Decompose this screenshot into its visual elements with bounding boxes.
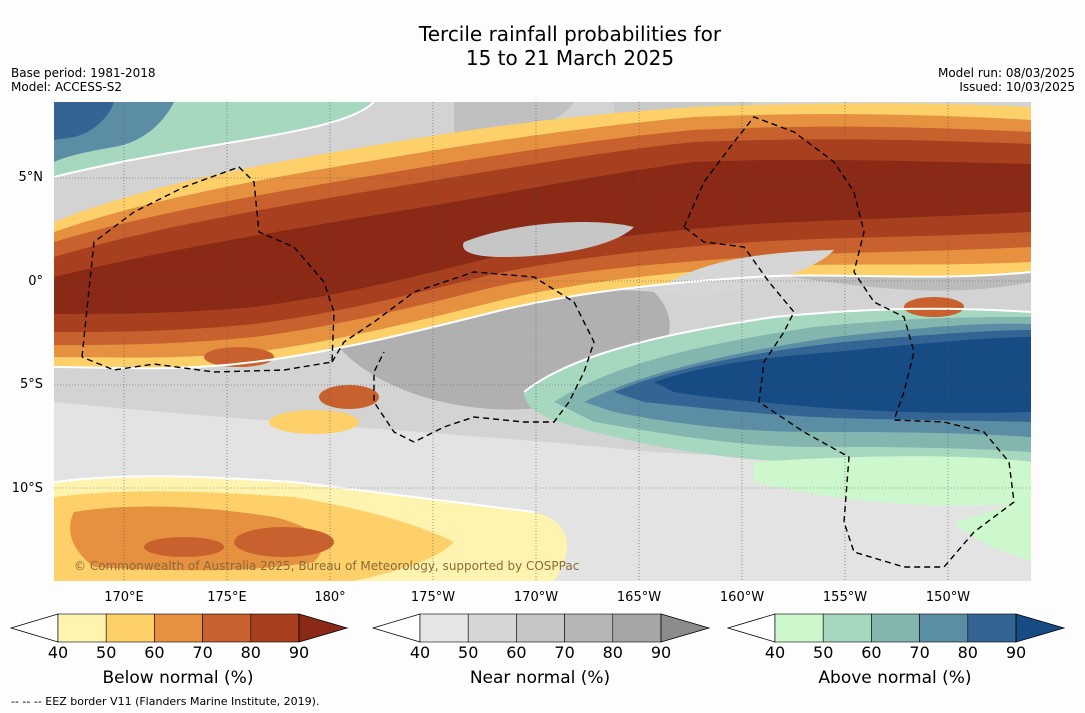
colorbar-tick-label: 70 xyxy=(554,643,575,662)
lat-label-10s: 10°S xyxy=(11,481,43,496)
colorbar-low-extension xyxy=(727,613,776,643)
colorbar-segment xyxy=(154,613,203,643)
map-title: Tercile rainfall probabilities for 15 to… xyxy=(0,22,1085,70)
colorbar-above-normal xyxy=(727,613,1067,643)
colorbar-tick-label: 80 xyxy=(602,643,623,662)
lon-label-155w: 155°W xyxy=(822,590,868,605)
colorbar-low-extension xyxy=(372,613,421,643)
lon-label-150w: 150°W xyxy=(925,590,971,605)
colorbar-segment xyxy=(612,613,662,643)
map-credit: © Commonwealth of Australia 2025, Bureau… xyxy=(74,559,579,573)
colorbar-tick-label: 40 xyxy=(47,643,69,662)
issued-date: Issued: 10/03/2025 xyxy=(959,80,1075,94)
model-name: Model: ACCESS-S2 xyxy=(11,80,123,94)
colorbar-segment xyxy=(202,613,252,643)
title-line-1: Tercile rainfall probabilities for xyxy=(418,22,722,46)
colorbar-tick-label: 90 xyxy=(1005,643,1027,662)
lon-label-170w: 170°W xyxy=(513,590,559,605)
colorbar-below-normal xyxy=(10,613,350,643)
lon-label-165w: 165°W xyxy=(616,590,662,605)
colorbar-tick-label: 60 xyxy=(861,643,882,662)
colorbar-segment xyxy=(774,613,824,643)
lon-label-160w: 160°W xyxy=(719,590,765,605)
colorbar-label-below: Below normal (%) xyxy=(102,668,254,688)
colorbar-segment xyxy=(57,613,107,643)
colorbar-tick-label: 90 xyxy=(288,643,310,662)
colorbar-segment xyxy=(822,613,872,643)
lat-label-5n: 5°N xyxy=(18,170,44,185)
colorbar-tick-label: 40 xyxy=(764,643,786,662)
eez-footnote: -- -- -- EEZ border V11 (Flanders Marine… xyxy=(11,695,320,708)
lon-label-175e: 175°E xyxy=(207,590,247,605)
lon-label-180: 180° xyxy=(314,590,346,605)
colorbar-label-above: Above normal (%) xyxy=(818,668,972,688)
colorbar-tick-label: 70 xyxy=(909,643,930,662)
colorbar-high-extension xyxy=(660,613,711,643)
title-line-2: 15 to 21 March 2025 xyxy=(465,46,675,70)
colorbar-segment xyxy=(919,613,969,643)
colorbar-tick-label: 60 xyxy=(144,643,165,662)
lat-label-5s: 5°S xyxy=(19,377,43,392)
colorbar-segment xyxy=(419,613,469,643)
colorbar-tick-label: 70 xyxy=(192,643,213,662)
colorbar-tick-label: 50 xyxy=(96,643,117,662)
colorbar-tick-label: 60 xyxy=(506,643,527,662)
base-period: Base period: 1981-2018 xyxy=(11,66,156,80)
colorbar-near-normal xyxy=(372,613,712,643)
lon-label-175w: 175°W xyxy=(410,590,456,605)
meta-right: Model run: 08/03/2025 Issued: 10/03/2025 xyxy=(938,66,1075,94)
colorbar-segment xyxy=(967,613,1017,643)
lat-label-0: 0° xyxy=(28,274,43,289)
lon-label-170e: 170°E xyxy=(104,590,144,605)
meta-left: Base period: 1981-2018 Model: ACCESS-S2 xyxy=(11,66,156,94)
colorbar-segment xyxy=(105,613,155,643)
model-run: Model run: 08/03/2025 xyxy=(937,66,1075,80)
colorbar-segment xyxy=(564,613,614,643)
rainfall-map: © Commonwealth of Australia 2025, Bureau… xyxy=(54,102,1031,581)
above-east-40 xyxy=(754,456,1031,506)
colorbar-tick-label: 80 xyxy=(957,643,978,662)
colorbar-tick-label: 80 xyxy=(240,643,261,662)
colorbar-high-extension xyxy=(1015,613,1066,643)
colorbar-tick-label: 90 xyxy=(650,643,672,662)
colorbar-high-extension xyxy=(298,613,349,643)
map-canvas: © Commonwealth of Australia 2025, Bureau… xyxy=(54,102,1031,581)
colorbar-tick-label: 50 xyxy=(813,643,834,662)
eez-borders xyxy=(81,116,1015,568)
colorbar-segment xyxy=(516,613,565,643)
colorbar-segment xyxy=(871,613,920,643)
colorbar-label-near: Near normal (%) xyxy=(469,668,611,688)
colorbar-tick-label: 40 xyxy=(409,643,431,662)
colorbar-tick-label: 50 xyxy=(458,643,479,662)
colorbar-segment xyxy=(467,613,517,643)
colorbar-low-extension xyxy=(10,613,59,643)
above-east-90 xyxy=(654,337,1031,413)
colorbar-segment xyxy=(250,613,300,643)
